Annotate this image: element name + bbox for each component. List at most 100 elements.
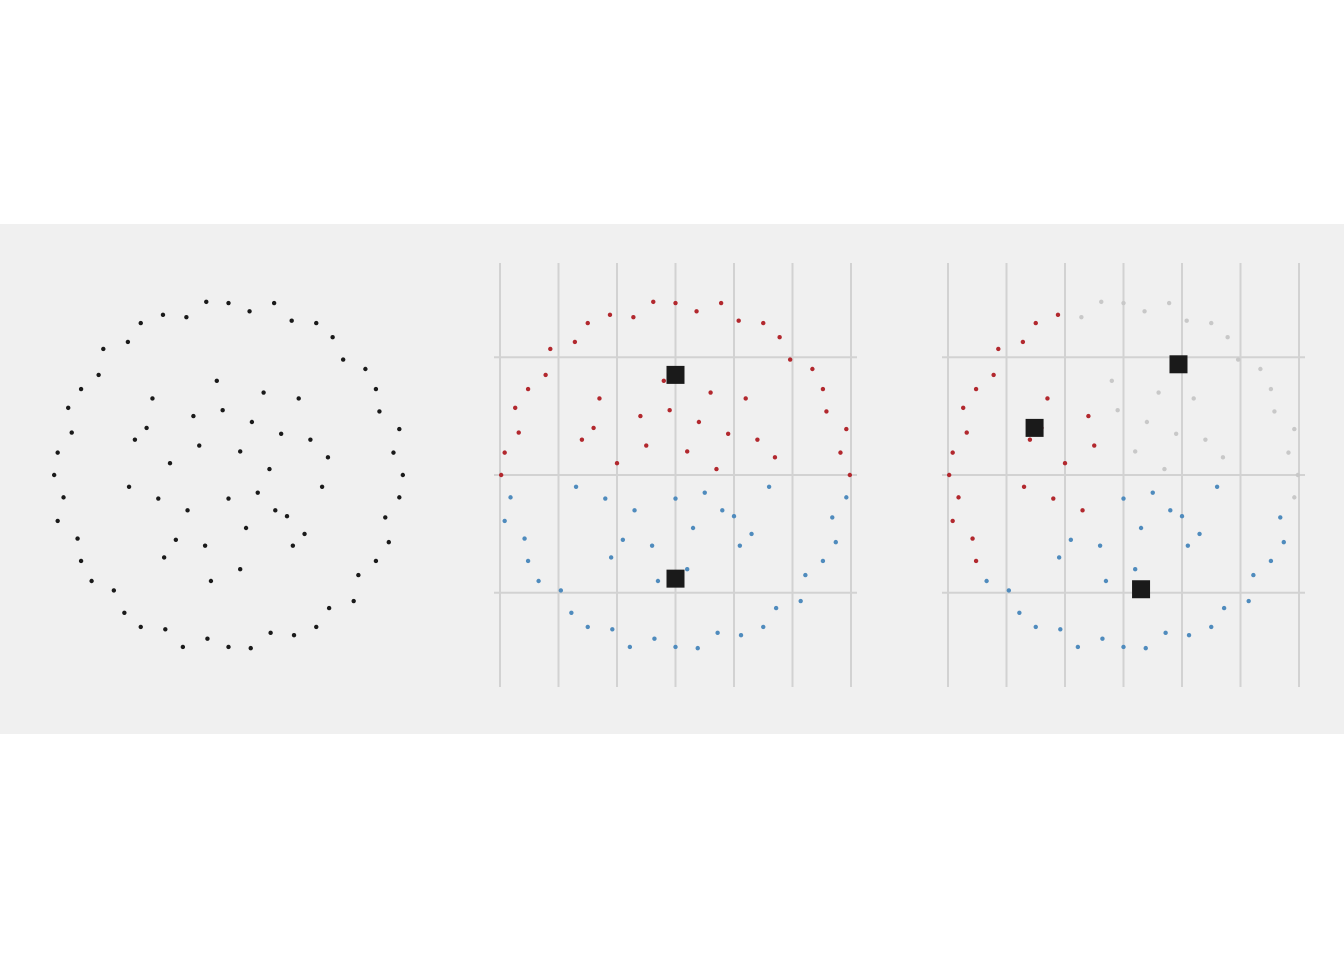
point [956,495,961,500]
point [1268,386,1274,392]
point [340,357,346,362]
point [249,419,255,425]
point [725,431,731,436]
point [391,450,396,455]
point [202,543,208,548]
point [51,472,57,478]
point [738,632,744,638]
point [180,644,186,650]
point [714,466,719,472]
point [1068,537,1074,542]
point [844,495,849,500]
point [1144,419,1150,425]
point [1062,461,1068,466]
point [573,484,579,489]
point [690,525,696,531]
point [572,339,578,345]
point [373,386,379,392]
point [1258,366,1263,372]
point [319,484,325,489]
point [696,419,702,425]
point [543,372,548,378]
point [160,312,166,318]
centroid [1169,355,1188,374]
centroid [666,569,685,588]
point [608,555,614,560]
point [502,518,507,524]
point [132,437,138,442]
point [1099,299,1104,305]
point [1292,495,1297,500]
point [508,495,513,500]
point [226,644,231,650]
point [290,543,296,548]
point [238,567,243,572]
point [673,644,678,650]
point [1121,496,1126,501]
point [720,508,725,513]
point [833,539,838,545]
point [1133,567,1138,572]
point [1278,515,1283,520]
point [614,461,620,466]
point [718,300,724,306]
point [1292,426,1297,432]
point [536,578,541,584]
point [167,461,173,466]
point [973,558,979,564]
point [607,312,613,318]
point [302,531,307,537]
point [991,372,996,378]
point [1197,531,1202,537]
centroid [1025,418,1044,437]
point [291,632,297,638]
point [736,318,741,323]
point [1163,630,1168,636]
point [1097,543,1103,548]
point [308,437,313,442]
point [638,413,643,419]
panel-background [0,224,1344,734]
point [610,627,615,632]
point [314,320,319,326]
point [844,426,849,432]
point [847,472,853,478]
point [591,425,596,431]
point [1162,466,1167,472]
point [569,610,574,615]
point [138,320,143,326]
point [702,490,707,495]
point [1086,413,1091,419]
point [970,536,975,541]
point [89,578,94,584]
point [161,555,167,560]
point [1143,645,1148,651]
point [1191,396,1196,401]
point [1017,610,1022,615]
point [243,525,249,531]
point [1251,572,1256,578]
point [220,408,225,413]
point [766,484,772,489]
point [743,396,748,401]
point [838,450,843,455]
centroid [666,365,685,384]
point [631,314,636,320]
point [1179,514,1185,519]
point [163,627,168,632]
point [156,496,161,501]
point [325,455,331,460]
point [268,630,273,636]
point [271,300,277,306]
point [1058,627,1063,632]
point [397,426,402,432]
point [1221,605,1227,611]
point [55,450,60,455]
point [1109,378,1115,383]
point [1150,490,1155,495]
point [777,335,782,340]
point [1080,508,1085,513]
point [820,558,826,564]
point [204,299,209,305]
